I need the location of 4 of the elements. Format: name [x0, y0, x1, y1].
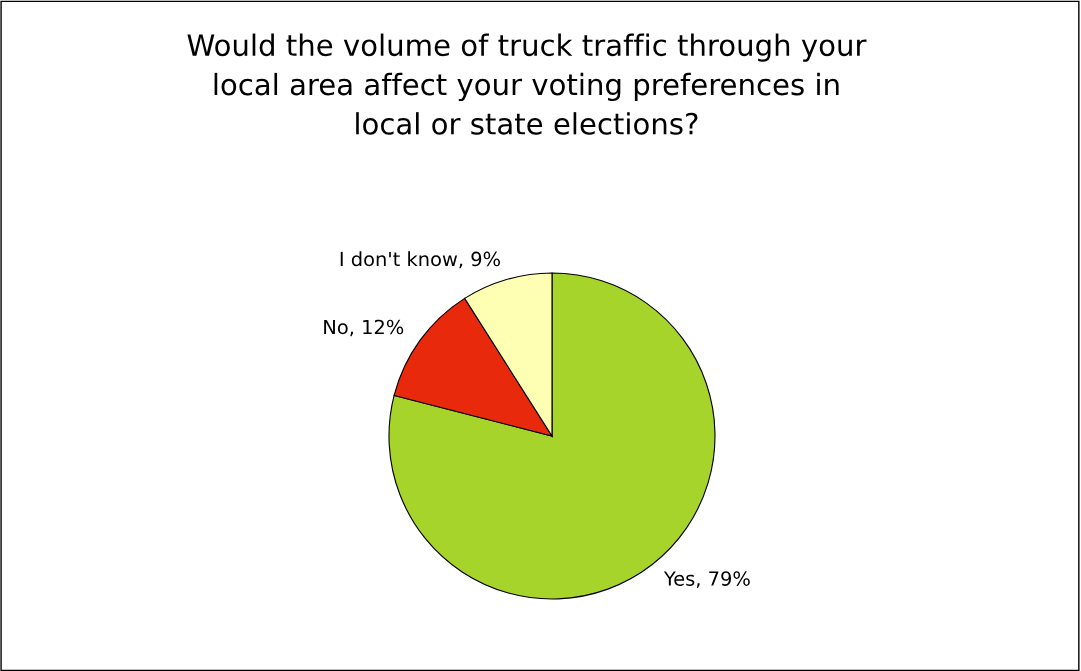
slice-label: No, 12%	[324, 319, 404, 337]
chart-title: Would the volume of truck traffic through your local area affect your voting preferences in local or state elections?	[187, 33, 867, 135]
slice-label: I don't know, 9%	[340, 251, 500, 269]
slice-label: Yes, 79%	[663, 571, 750, 588]
